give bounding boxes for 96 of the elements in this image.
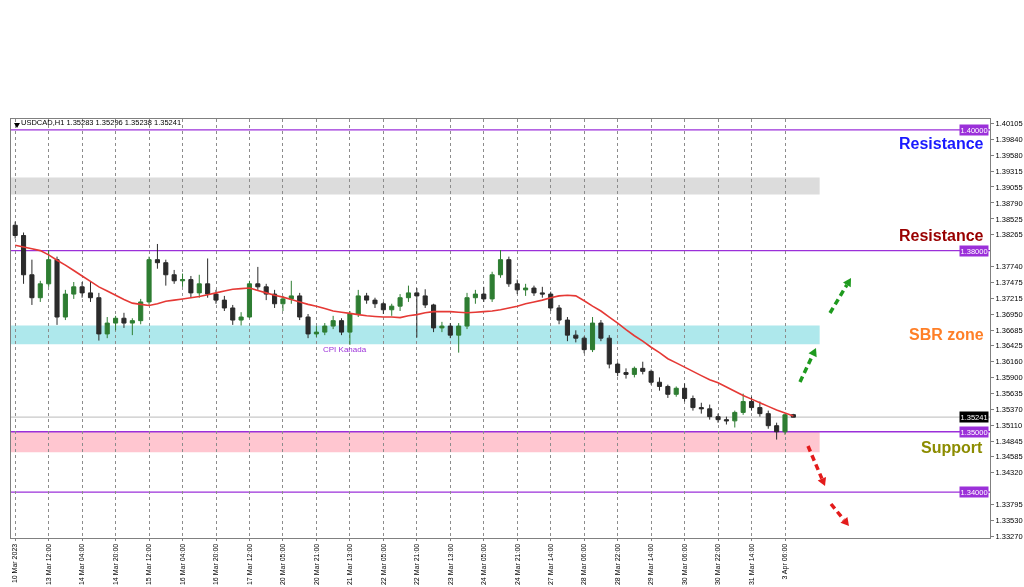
candlestick <box>765 410 771 430</box>
candlestick <box>138 298 144 325</box>
candlestick <box>656 376 663 392</box>
candlestick <box>330 315 336 330</box>
candlestick <box>757 401 763 418</box>
candlestick <box>439 321 445 333</box>
candlestick <box>163 259 169 287</box>
candlestick <box>54 256 60 326</box>
candlestick <box>531 285 537 297</box>
candlestick <box>489 271 495 303</box>
candlestick <box>338 317 345 336</box>
candlestick <box>280 295 286 312</box>
candlestick <box>615 361 621 377</box>
candlestick <box>113 315 119 331</box>
candlestick <box>782 413 788 436</box>
candlestick <box>539 286 545 299</box>
candlestick <box>221 295 227 312</box>
candlestick <box>96 292 102 342</box>
candlestick <box>573 329 579 343</box>
candlestick <box>372 297 378 309</box>
candlestick <box>238 311 244 326</box>
candlestick <box>648 369 654 386</box>
candlestick <box>707 404 713 421</box>
candlestick <box>104 316 110 339</box>
candlestick <box>313 325 319 338</box>
line-series <box>14 244 795 417</box>
candlestick <box>690 395 696 412</box>
candlestick <box>46 249 52 288</box>
annotation: Resistance <box>899 135 984 152</box>
annotation: CPI Kanada <box>323 345 367 354</box>
candlestick <box>322 322 328 336</box>
candlestick <box>723 416 729 425</box>
candlestick <box>623 367 629 380</box>
candlestick <box>213 289 219 305</box>
candlestick <box>246 280 253 319</box>
candlestick <box>556 304 562 325</box>
candlestick <box>79 281 85 299</box>
candlestick <box>255 266 261 291</box>
candlestick <box>37 280 43 303</box>
candlestick <box>205 257 211 299</box>
candlestick <box>523 283 529 297</box>
candlestick <box>389 303 395 317</box>
candlestick <box>506 256 512 288</box>
candlestick <box>740 393 746 416</box>
candlestick <box>121 312 127 329</box>
candlestick <box>62 289 68 321</box>
candlestick <box>188 275 194 299</box>
candlestick <box>514 279 520 295</box>
candlestick <box>347 310 353 346</box>
candlestick <box>129 317 135 336</box>
candlestick <box>146 256 152 306</box>
candlestick <box>364 292 370 305</box>
candlestick <box>447 322 453 339</box>
candlestick <box>29 259 35 306</box>
candlestick <box>665 384 671 399</box>
candlestick <box>414 287 420 339</box>
candlestick <box>179 273 186 288</box>
annotation: Support <box>921 439 983 456</box>
candlestick <box>748 396 755 412</box>
candlestick <box>21 232 27 285</box>
candlestick <box>288 280 294 305</box>
candlestick <box>698 402 704 415</box>
candlestick <box>422 288 428 309</box>
candlestick <box>673 385 679 398</box>
candlestick <box>497 249 504 279</box>
candlestick <box>631 366 637 378</box>
candlestick <box>12 221 18 240</box>
candlestick <box>464 292 470 330</box>
candlestick <box>431 303 437 333</box>
candlestick <box>732 410 738 429</box>
candlestick <box>564 316 570 342</box>
candlestick <box>355 289 361 318</box>
candlestick <box>405 285 412 303</box>
candlestick <box>71 281 77 300</box>
candlestick <box>598 319 604 342</box>
candlestick <box>397 293 403 312</box>
candlestick <box>154 243 160 270</box>
candlestick <box>196 274 202 299</box>
candlestick <box>472 289 478 305</box>
candlestick <box>297 292 303 321</box>
candlestick <box>456 322 462 354</box>
candlestick <box>581 335 587 354</box>
candlestick <box>380 301 386 315</box>
annotation: Resistance <box>899 227 984 244</box>
candlestick <box>715 413 721 424</box>
candlestick <box>87 281 94 303</box>
candlestick <box>589 316 596 353</box>
candlestick <box>606 334 612 369</box>
candlestick <box>171 269 177 285</box>
candlestick <box>774 422 780 441</box>
candlestick <box>230 304 236 326</box>
candlestick <box>305 313 311 339</box>
candlestick <box>682 382 688 403</box>
candlestick <box>481 286 487 303</box>
candlestick <box>640 361 646 375</box>
annotation: SBR zone <box>909 326 984 343</box>
